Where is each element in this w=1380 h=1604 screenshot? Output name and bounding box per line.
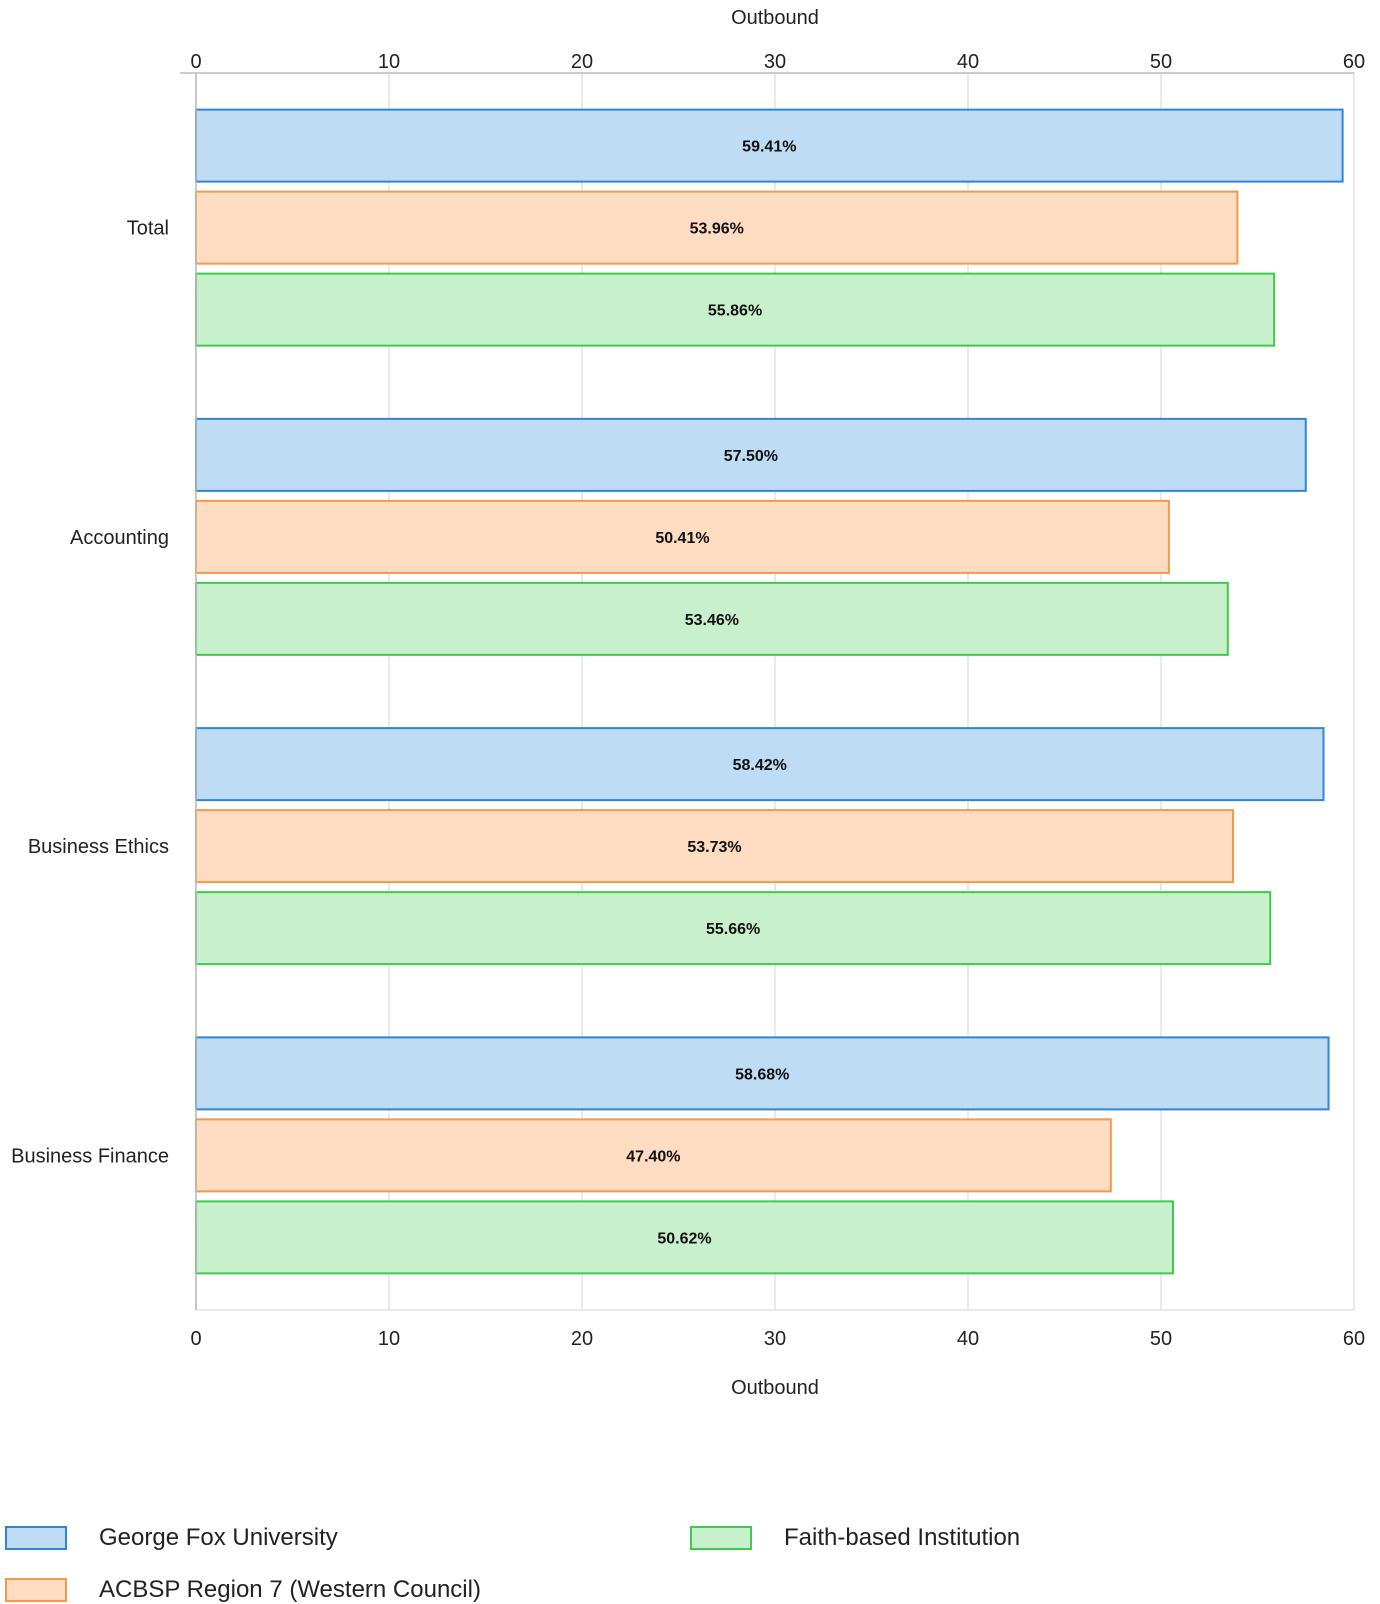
x-tick-label-bottom: 40 <box>957 1328 979 1350</box>
bar[interactable] <box>195 499 1170 574</box>
x-tick-label-top: 0 <box>190 51 201 73</box>
category-label: Business Ethics <box>28 836 169 858</box>
x-axis-title-bottom: Outbound <box>731 1377 819 1399</box>
bars: 59.41% 53.96% 55.86% 57.50% 50.41% 53.46% 58.4… <box>195 108 1344 1275</box>
legend-item-george-fox[interactable]: George Fox University <box>5 1524 338 1552</box>
x-tick-label-bottom: 20 <box>571 1328 593 1350</box>
legend-item-faith-based[interactable]: Faith-based Institution <box>690 1524 1020 1552</box>
x-tick-label-top: 10 <box>378 51 400 73</box>
bar-value-label: 58.68% <box>735 1066 789 1083</box>
bar-value-label: 53.96% <box>690 221 744 238</box>
axes: 0 0 10 10 20 20 30 30 40 40 50 50 60 60 Total Accountin… <box>11 51 1365 1350</box>
x-tick-label-top: 20 <box>571 51 593 73</box>
x-tick-label-bottom: 10 <box>378 1328 400 1350</box>
bar-value-label: 50.62% <box>657 1230 711 1247</box>
bar[interactable] <box>195 1200 1174 1275</box>
bar-value-label: 53.73% <box>687 839 741 856</box>
bar[interactable] <box>195 1118 1112 1193</box>
x-tick-label-top: 50 <box>1150 51 1172 73</box>
bar-chart: 59.41% 53.96% 55.86% 57.50% 50.41% 53.46% 58.4… <box>11 7 1365 1399</box>
x-tick-label-bottom: 30 <box>764 1328 786 1350</box>
bar[interactable] <box>195 581 1229 656</box>
category-label: Business Finance <box>11 1145 169 1167</box>
bar[interactable] <box>195 272 1276 347</box>
legend-label: George Fox University <box>99 1524 338 1551</box>
bar-value-label: 47.40% <box>626 1148 680 1165</box>
bar-value-label: 55.66% <box>706 921 760 938</box>
bar-value-label: 58.42% <box>733 757 787 774</box>
bar-value-label: 57.50% <box>724 448 778 465</box>
bar[interactable] <box>195 190 1239 265</box>
legend: George Fox University Faith-based Instit… <box>0 1510 1380 1603</box>
legend-label: ACBSP Region 7 (Western Council) <box>99 1576 481 1603</box>
legend-swatch <box>690 1526 752 1550</box>
bar[interactable] <box>195 1036 1330 1111</box>
bar-value-label: 55.86% <box>708 303 762 320</box>
bar[interactable] <box>195 727 1325 802</box>
bar[interactable] <box>195 809 1234 884</box>
bar-value-label: 59.41% <box>742 139 796 156</box>
x-tick-label-bottom: 50 <box>1150 1328 1172 1350</box>
category-label: Accounting <box>70 527 169 549</box>
legend-swatch <box>5 1526 67 1550</box>
legend-item-acbsp[interactable]: ACBSP Region 7 (Western Council) <box>5 1576 481 1604</box>
x-tick-label-top: 30 <box>764 51 786 73</box>
bar-value-label: 50.41% <box>655 530 709 547</box>
x-axis-title-top: Outbound <box>731 7 819 29</box>
legend-label: Faith-based Institution <box>784 1524 1021 1551</box>
legend-swatch <box>5 1578 67 1602</box>
x-tick-label-bottom: 60 <box>1343 1328 1365 1350</box>
category-label: Total <box>127 218 169 240</box>
x-tick-label-bottom: 0 <box>190 1328 201 1350</box>
bar-value-label: 53.46% <box>685 612 739 629</box>
x-tick-label-top: 60 <box>1343 51 1365 73</box>
x-tick-label-top: 40 <box>957 51 979 73</box>
